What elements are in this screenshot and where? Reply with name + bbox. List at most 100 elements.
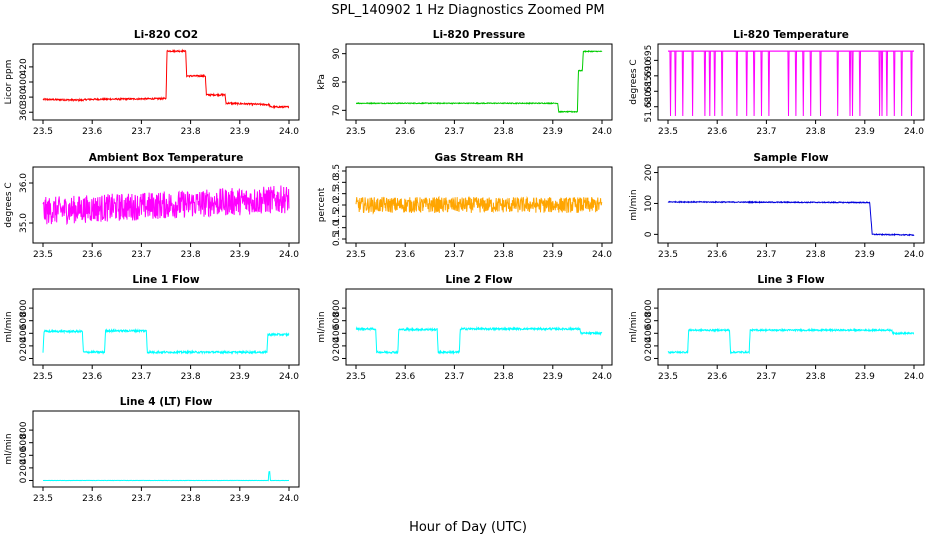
panel-4: Ambient Box Temperature degrees C 23.5 23.6… (4, 152, 300, 260)
x-tick-label: 23.7 (131, 372, 151, 382)
y-axis-label: ml/min (317, 311, 327, 342)
y-tick-label: 100 (644, 195, 654, 212)
y-tick-label: 90 (332, 48, 342, 60)
y-tick-label: 3.5 (332, 164, 342, 178)
y-tick-label: 600 (644, 312, 654, 329)
y-tick-label: 0 (644, 355, 654, 361)
x-tick-label: 23.9 (855, 127, 875, 137)
y-tick-label: 51.685 (644, 76, 654, 108)
x-tick-label: 23.5 (33, 250, 53, 260)
x-tick-label: 23.8 (806, 250, 826, 260)
y-tick-label: 3.0 (332, 175, 342, 190)
panel-title: Line 4 (LT) Flow (120, 396, 213, 408)
panel-title: Ambient Box Temperature (89, 152, 244, 164)
series-line (667, 327, 915, 355)
series-line (42, 470, 289, 482)
y-tick-label: 800 (19, 421, 29, 438)
x-tick-label: 23.7 (444, 250, 464, 260)
y-axis-label: degrees C (629, 59, 639, 104)
y-tick-label: 200 (19, 459, 29, 476)
series-line (355, 325, 603, 355)
x-tick-label: 23.8 (494, 127, 514, 137)
y-tick-label: 400 (19, 73, 29, 90)
y-tick-label: 800 (644, 299, 654, 316)
x-tick-label: 24.0 (279, 250, 299, 260)
y-tick-label: 800 (19, 299, 29, 316)
x-tick-label: 23.5 (33, 372, 53, 382)
y-axis-label: ml/min (629, 311, 639, 342)
x-tick-label: 23.5 (346, 372, 366, 382)
x-tick-label: 23.8 (806, 127, 826, 137)
x-tick-label: 24.0 (904, 372, 924, 382)
x-tick-label: 23.7 (444, 372, 464, 382)
x-tick-label: 23.8 (806, 372, 826, 382)
plot-frame (345, 288, 613, 366)
panel-title: Line 2 Flow (445, 274, 512, 286)
x-tick-label: 23.5 (33, 127, 53, 137)
y-tick-label: 1.5 (332, 209, 342, 223)
y-tick-label: 1.0 (332, 220, 342, 235)
x-tick-label: 23.8 (494, 372, 514, 382)
series-line (42, 185, 290, 226)
x-tick-label: 23.8 (181, 127, 201, 137)
x-tick-label: 23.6 (82, 372, 102, 382)
panel-10: Line 4 (LT) Flow ml/min 23.5 23.6 23.7 23.8 23… (4, 396, 300, 504)
x-tick-label: 23.7 (756, 372, 776, 382)
y-tick-label: 600 (19, 434, 29, 451)
y-tick-label: 400 (644, 324, 654, 341)
panel-title: Line 1 Flow (132, 274, 199, 286)
y-tick-label: 2.0 (332, 198, 342, 213)
x-tick-label: 23.6 (707, 372, 727, 382)
plot-frame (657, 43, 925, 121)
y-axis-label: ml/min (4, 433, 14, 464)
y-axis-label: ml/min (4, 311, 14, 342)
y-tick-label: 360 (19, 103, 29, 120)
x-tick-label: 23.9 (230, 127, 250, 137)
x-tick-label: 23.5 (346, 127, 366, 137)
plot-frame (657, 166, 925, 244)
x-tick-label: 23.5 (658, 127, 678, 137)
x-tick-label: 23.5 (658, 250, 678, 260)
y-axis-label: Licor ppm (4, 60, 14, 105)
panel-8: Line 2 Flow ml/min 23.5 23.6 23.7 23.8 23.9 24.… (317, 274, 613, 382)
x-tick-label: 23.6 (82, 494, 102, 504)
y-axis-label: kPa (317, 74, 327, 90)
x-tick-label: 23.7 (444, 127, 464, 137)
x-tick-label: 23.7 (756, 250, 776, 260)
y-tick-label: 200 (19, 337, 29, 354)
y-tick-label: 2.5 (332, 187, 342, 201)
panel-title: Li-820 Pressure (433, 29, 526, 41)
y-tick-label: 51.690 (644, 60, 654, 92)
y-tick-label: 36.0 (19, 173, 29, 193)
x-tick-label: 23.9 (230, 494, 250, 504)
y-axis-label: ml/min (629, 189, 639, 220)
panel-2: Li-820 Pressure kPa 23.5 23.6 23.7 23.8 23.9 24… (317, 29, 613, 137)
x-tick-label: 24.0 (592, 250, 612, 260)
plot-frame (32, 410, 300, 488)
x-tick-label: 24.0 (904, 127, 924, 137)
x-tick-label: 24.0 (279, 372, 299, 382)
y-tick-label: 600 (332, 312, 342, 329)
x-tick-label: 23.5 (658, 372, 678, 382)
series-line (42, 48, 290, 110)
panel-title: Li-820 Temperature (733, 29, 849, 41)
x-tick-label: 23.6 (707, 250, 727, 260)
y-tick-label: 35.0 (19, 213, 29, 233)
x-tick-label: 24.0 (279, 127, 299, 137)
panel-title: Line 3 Flow (757, 274, 824, 286)
y-tick-label: 0 (19, 355, 29, 361)
x-tick-label: 23.8 (494, 250, 514, 260)
y-tick-label: 800 (332, 299, 342, 316)
panel-6: Sample Flow ml/min 23.5 23.6 23.7 23.8 23.9 24.… (629, 152, 925, 260)
plot-frame (657, 288, 925, 366)
y-tick-label: 0 (644, 231, 654, 237)
x-tick-label: 23.6 (82, 250, 102, 260)
y-tick-label: 420 (19, 58, 29, 75)
x-tick-label: 23.7 (131, 250, 151, 260)
x-tick-label: 23.9 (230, 372, 250, 382)
y-tick-label: 70 (332, 104, 342, 116)
y-tick-label: 400 (332, 324, 342, 341)
x-tick-label: 23.5 (33, 494, 53, 504)
x-tick-label: 24.0 (592, 127, 612, 137)
